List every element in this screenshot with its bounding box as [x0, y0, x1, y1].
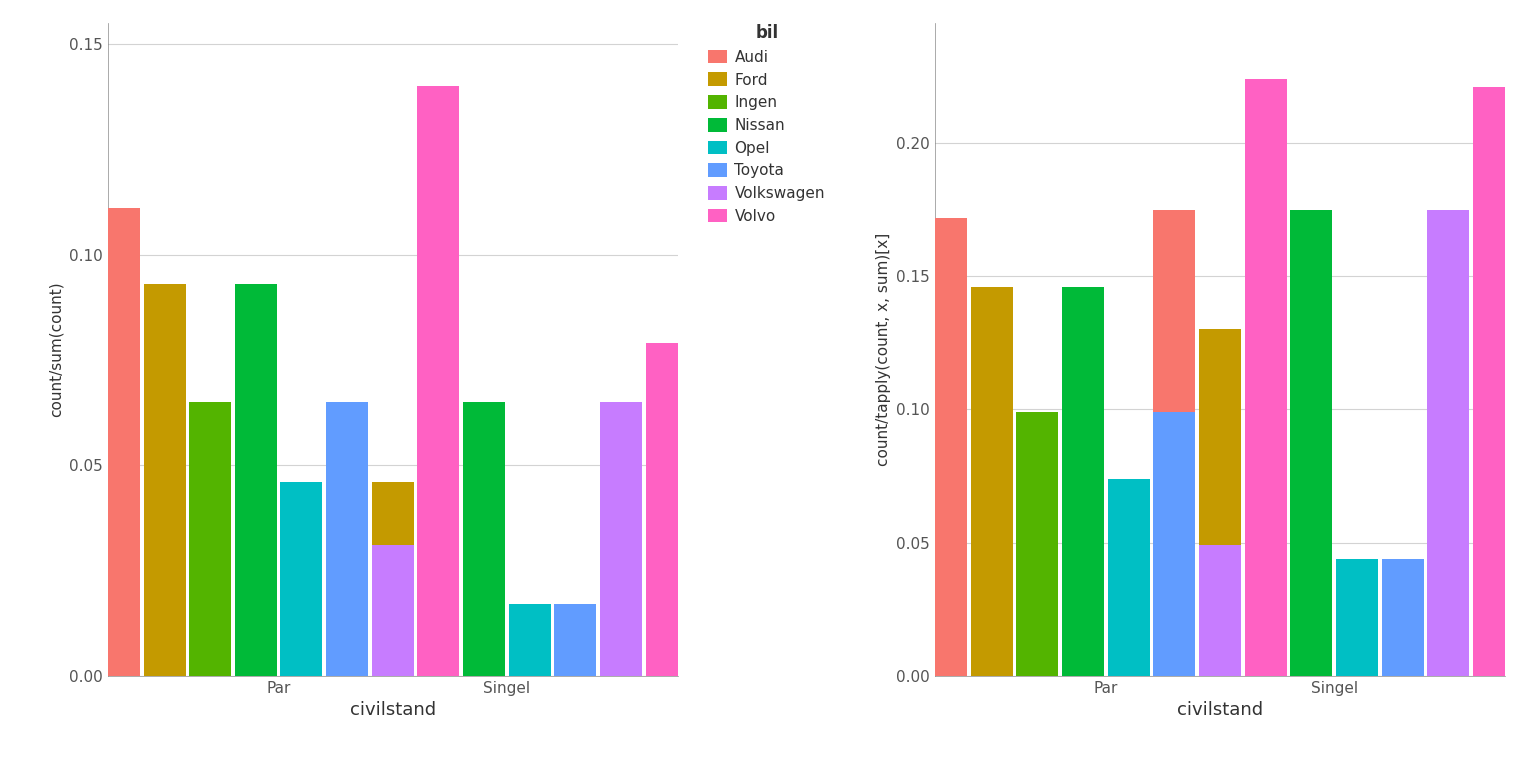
Bar [554, 604, 596, 676]
Bar [235, 284, 276, 676]
Bar [189, 402, 232, 676]
Bar [418, 86, 459, 676]
X-axis label: civilstand: civilstand [1177, 701, 1263, 720]
Bar [143, 284, 186, 676]
Bar [971, 286, 1012, 676]
Bar [925, 217, 968, 676]
Bar [1473, 87, 1514, 676]
Bar [326, 402, 369, 676]
Bar [281, 482, 323, 676]
Bar [372, 545, 413, 676]
Bar [326, 402, 369, 676]
Y-axis label: count/tapply(count, x, sum)[x]: count/tapply(count, x, sum)[x] [876, 233, 891, 466]
Y-axis label: count/sum(count): count/sum(count) [48, 282, 63, 417]
Bar [508, 604, 551, 676]
Bar [1154, 210, 1195, 676]
Bar [1381, 558, 1424, 676]
Bar [1017, 412, 1058, 676]
Bar [1336, 558, 1378, 676]
Bar [1200, 545, 1241, 676]
Bar [372, 482, 413, 676]
Bar [98, 208, 140, 676]
Bar [1107, 478, 1150, 676]
Bar [1061, 286, 1104, 676]
Bar [601, 402, 642, 676]
Bar [462, 402, 505, 676]
Bar [1244, 558, 1287, 676]
Legend: Audi, Ford, Ingen, Nissan, Opel, Toyota, Volkswagen, Volvo: Audi, Ford, Ingen, Nissan, Opel, Toyota,… [708, 24, 825, 223]
Bar [1244, 79, 1287, 676]
Bar [645, 343, 688, 676]
Bar [1154, 412, 1195, 676]
Bar [1200, 329, 1241, 676]
Bar [1427, 210, 1470, 676]
Bar [1290, 210, 1332, 676]
X-axis label: civilstand: civilstand [350, 701, 436, 720]
Bar [418, 604, 459, 676]
